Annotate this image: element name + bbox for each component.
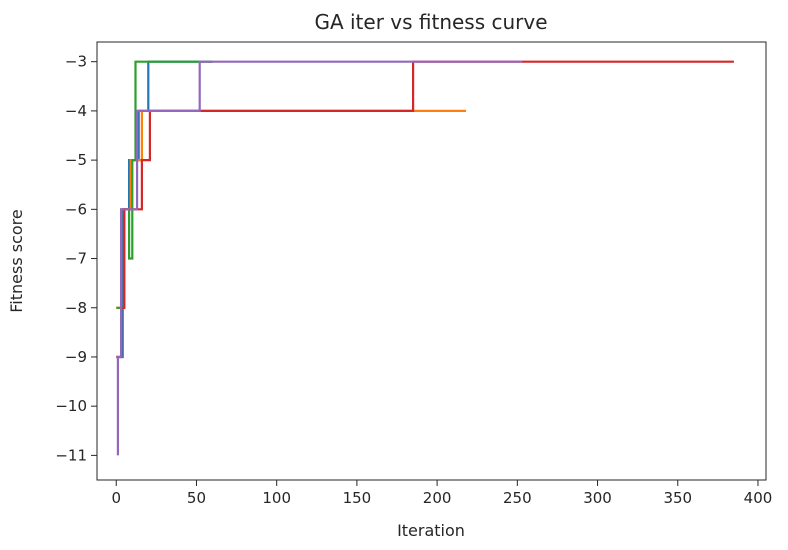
x-tick-label: 100 [262,489,291,507]
x-tick-label: 150 [343,489,372,507]
y-axis-label: Fitness score [7,209,26,313]
y-tick-label: −5 [65,151,87,169]
series-line-2 [116,109,466,309]
y-tick-label: −3 [65,53,87,71]
y-tick-label: −7 [65,250,87,268]
x-axis: 0 50 100 150 200 250 300 350 400 [111,480,772,507]
y-axis: −3 −4 −5 −6 −7 −8 −9 −10 −11 [55,53,97,464]
x-tick-label: 0 [111,489,121,507]
x-tick-label: 350 [663,489,692,507]
chart-title: GA iter vs fitness curve [314,10,547,34]
x-tick-label: 300 [583,489,612,507]
y-tick-label: −9 [65,348,87,366]
series-line-4 [116,60,734,359]
plot-lines [116,60,734,456]
x-tick-label: 400 [744,489,773,507]
series-line-5 [116,60,523,456]
x-axis-label: Iteration [397,521,465,540]
y-tick-label: −6 [65,200,87,218]
x-tick-label: 50 [187,489,206,507]
x-tick-label: 200 [423,489,452,507]
plot-frame [96,41,767,481]
y-tick-label: −11 [55,446,87,464]
y-tick-label: −10 [55,397,87,415]
y-tick-label: −4 [65,102,87,120]
x-tick-label: 250 [503,489,532,507]
y-tick-label: −8 [65,299,87,317]
